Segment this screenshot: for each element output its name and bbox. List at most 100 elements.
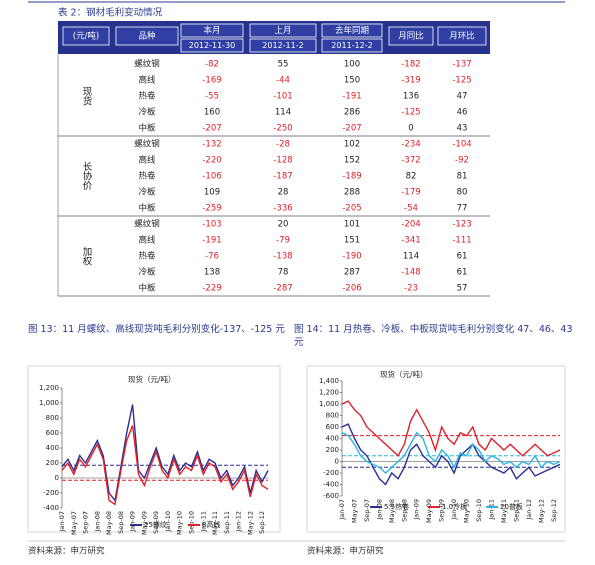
x-tick-label: Jan-12 (525, 499, 533, 521)
cell-value: 0 (408, 124, 413, 134)
cell-value: -55 (205, 92, 219, 102)
cell-value: 61 (457, 268, 468, 278)
cell-value: -191 (202, 236, 221, 246)
cell-value: 114 (275, 108, 291, 118)
table-title: 表 2：钢材毛利变动情况 (58, 7, 163, 19)
x-tick-label: Sep-12 (258, 511, 266, 534)
y-tick-label: 600 (326, 423, 339, 431)
cell-value: 114 (403, 252, 419, 262)
header-cell (249, 38, 317, 53)
series-line (341, 431, 561, 474)
x-tick-label: Sep-12 (550, 499, 558, 522)
cell-name: 高线 (138, 155, 156, 166)
cell-value: 138 (204, 268, 220, 278)
cell-value: 82 (406, 172, 417, 182)
series-line (61, 425, 269, 506)
group-label: 加权 (81, 247, 93, 267)
header-cell (115, 26, 179, 46)
x-tick-label: May-09 (425, 499, 433, 523)
group-label: 长协价 (81, 161, 93, 190)
cell-value: -128 (273, 156, 292, 166)
x-tick-label: May-08 (105, 511, 113, 535)
y-tick-label: -600 (323, 492, 339, 500)
cell-value: -44 (276, 76, 290, 86)
cell-value: 43 (457, 124, 468, 134)
cell-value: -191 (342, 92, 361, 102)
y-tick-label: -200 (323, 469, 339, 477)
header-cell (62, 26, 110, 46)
x-tick-label: May-11 (211, 511, 219, 535)
cell-value: -137 (452, 60, 471, 70)
chart-title: 现货（元/吨） (128, 374, 176, 384)
y-tick-label: 400 (326, 435, 339, 443)
cell-value: 61 (457, 252, 468, 262)
cell-value: -179 (401, 188, 420, 198)
legend-label: 5.5热卷 (384, 502, 409, 511)
header-cell (321, 38, 383, 53)
chart-title: 现货（元/吨） (380, 369, 428, 379)
cell-value: -220 (202, 156, 221, 166)
chart-frame (27, 365, 281, 533)
cell-name: 热卷 (138, 251, 156, 262)
cell-value: -207 (202, 124, 221, 134)
source-note: 资料来源：申万研究 (28, 546, 105, 557)
cell-value: 77 (457, 204, 468, 214)
header-text: (元/吨) (73, 31, 100, 42)
cell-value: -229 (202, 284, 221, 294)
y-tick-label: 0 (335, 458, 339, 466)
cell-value: -82 (205, 60, 219, 70)
cell-name: 冷板 (138, 107, 156, 118)
cell-value: -104 (452, 140, 471, 150)
cell-value: 287 (344, 268, 360, 278)
cell-name: 螺纹钢 (134, 139, 160, 150)
x-tick-label: May-09 (140, 511, 148, 535)
header-date: 2012-11-2 (262, 41, 303, 50)
y-tick-label: 1,200 (319, 389, 339, 397)
header-cell (388, 26, 434, 46)
cell-value: -79 (276, 236, 290, 246)
cell-name: 冷板 (138, 267, 156, 278)
series-line (341, 400, 561, 457)
cell-value: 150 (344, 76, 360, 86)
cell-value: 28 (278, 188, 289, 198)
x-tick-label: Sep-08 (400, 499, 408, 522)
y-tick-label: 1,200 (39, 384, 59, 392)
x-tick-label: May-07 (350, 499, 358, 523)
cell-name: 高线 (138, 235, 156, 246)
cell-value: -101 (273, 92, 292, 102)
header-date: 2011-12-2 (331, 41, 372, 50)
cell-value: 81 (457, 172, 468, 182)
cell-value: 100 (344, 60, 360, 70)
x-tick-label: Jan-07 (338, 499, 346, 521)
cell-value: -23 (404, 284, 418, 294)
group-label: 现货 (81, 87, 93, 107)
header-text: 本月 (203, 25, 220, 36)
cell-value: -250 (273, 124, 292, 134)
y-tick-label: 800 (46, 414, 59, 422)
x-tick-label: Jan-11 (199, 511, 207, 533)
x-tick-label: May-12 (537, 499, 545, 523)
series-line (61, 404, 269, 503)
x-tick-label: Jan-10 (450, 499, 458, 521)
cell-value: -76 (205, 252, 219, 262)
header-cell (180, 23, 244, 38)
cell-name: 中板 (138, 283, 156, 294)
cell-value: -206 (342, 284, 361, 294)
y-tick-label: 1,000 (39, 399, 59, 407)
y-tick-label: -400 (323, 481, 339, 489)
cell-value: -190 (342, 252, 361, 262)
cell-value: 80 (457, 188, 468, 198)
cell-value: -54 (404, 204, 418, 214)
x-tick-label: Jan-08 (93, 511, 101, 533)
y-tick-label: 800 (326, 412, 339, 420)
x-tick-label: Jan-12 (235, 511, 243, 533)
cell-value: -287 (273, 284, 292, 294)
cell-name: 热卷 (138, 171, 156, 182)
cell-value: 286 (344, 108, 360, 118)
x-tick-label: Jan-07 (58, 511, 66, 533)
x-tick-label: Sep-09 (438, 499, 446, 522)
y-tick-label: 1,000 (319, 400, 339, 408)
y-tick-label: 600 (46, 429, 59, 437)
header-text: 月环比 (449, 31, 475, 42)
